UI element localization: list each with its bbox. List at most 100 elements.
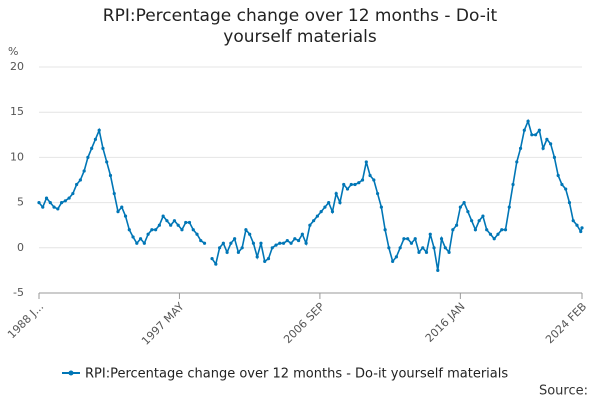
data-point bbox=[312, 219, 316, 223]
data-point bbox=[105, 160, 109, 164]
data-point bbox=[567, 201, 572, 205]
data-point bbox=[150, 228, 154, 232]
data-point bbox=[360, 178, 365, 182]
data-point bbox=[537, 128, 541, 132]
data-point bbox=[368, 173, 372, 178]
data-point bbox=[293, 237, 297, 241]
data-point bbox=[353, 182, 357, 187]
data-point bbox=[296, 238, 301, 243]
y-unit: % bbox=[8, 45, 18, 58]
data-point bbox=[59, 201, 64, 205]
data-point bbox=[552, 155, 557, 159]
data-point bbox=[285, 238, 289, 243]
data-point bbox=[184, 220, 188, 225]
legend-label: RPI:Percentage change over 12 months - D… bbox=[85, 367, 508, 382]
data-point bbox=[515, 160, 519, 164]
data-point bbox=[157, 223, 161, 227]
data-point bbox=[462, 201, 466, 205]
data-point bbox=[112, 191, 116, 196]
data-point bbox=[116, 210, 120, 214]
x-tick-label: 1997 MAY bbox=[139, 300, 187, 348]
data-point bbox=[101, 146, 105, 150]
data-point bbox=[127, 228, 131, 232]
data-point bbox=[108, 173, 113, 178]
data-point bbox=[436, 268, 440, 272]
data-point bbox=[266, 257, 271, 261]
data-point bbox=[169, 223, 173, 227]
data-point bbox=[93, 137, 98, 141]
data-point bbox=[259, 241, 263, 245]
data-point bbox=[308, 223, 312, 227]
data-point bbox=[492, 237, 496, 241]
y-tick-label: 20 bbox=[10, 60, 24, 73]
data-point bbox=[391, 259, 395, 263]
data-point bbox=[485, 228, 489, 232]
data-point bbox=[443, 246, 447, 250]
data-point bbox=[545, 137, 549, 141]
data-point bbox=[63, 199, 67, 203]
data-point bbox=[526, 119, 530, 123]
data-point bbox=[225, 250, 229, 254]
data-point bbox=[244, 228, 248, 232]
data-point bbox=[534, 133, 538, 137]
data-point bbox=[372, 178, 376, 182]
data-point bbox=[488, 232, 493, 236]
y-tick-label: 15 bbox=[10, 105, 24, 118]
data-point bbox=[251, 241, 256, 245]
data-point bbox=[41, 205, 45, 209]
data-point bbox=[86, 155, 90, 159]
data-point bbox=[470, 219, 474, 223]
data-point bbox=[248, 232, 252, 236]
x-tick-label: 2016 JAN bbox=[423, 300, 468, 345]
data-point bbox=[402, 237, 406, 241]
data-point bbox=[240, 246, 244, 250]
data-point bbox=[424, 250, 429, 254]
data-point bbox=[270, 246, 274, 250]
data-point bbox=[229, 241, 233, 245]
data-point bbox=[387, 246, 391, 250]
data-point bbox=[503, 228, 508, 232]
data-point bbox=[481, 214, 485, 218]
data-point bbox=[255, 255, 259, 259]
data-point bbox=[541, 146, 545, 150]
data-point bbox=[413, 237, 417, 241]
data-point bbox=[176, 223, 180, 227]
data-point bbox=[383, 228, 387, 232]
data-point bbox=[458, 205, 462, 209]
data-point bbox=[323, 205, 327, 209]
data-point bbox=[421, 246, 425, 250]
data-point bbox=[530, 133, 534, 137]
data-point bbox=[236, 250, 240, 254]
data-point bbox=[398, 246, 402, 250]
data-point bbox=[330, 210, 335, 214]
data-point bbox=[48, 201, 52, 205]
data-point bbox=[146, 232, 150, 236]
data-point bbox=[357, 181, 361, 185]
data-point bbox=[165, 219, 169, 223]
data-point bbox=[327, 201, 331, 205]
data-point bbox=[345, 187, 350, 191]
data-point bbox=[142, 241, 146, 245]
data-point bbox=[187, 220, 192, 225]
data-point bbox=[154, 228, 158, 232]
data-point bbox=[97, 128, 101, 132]
data-point bbox=[451, 228, 455, 232]
data-point bbox=[214, 262, 218, 266]
data-point bbox=[579, 229, 583, 234]
data-point bbox=[364, 160, 368, 164]
data-point bbox=[202, 241, 207, 245]
data-point bbox=[564, 187, 568, 191]
y-tick-label: -5 bbox=[13, 286, 24, 299]
data-point bbox=[432, 246, 436, 250]
data-point bbox=[37, 201, 41, 205]
data-point bbox=[71, 191, 75, 196]
data-point bbox=[300, 232, 304, 236]
data-point bbox=[120, 205, 124, 209]
data-point bbox=[217, 246, 222, 250]
legend-marker bbox=[68, 370, 74, 376]
y-tick-label: 10 bbox=[10, 150, 24, 163]
data-point bbox=[342, 182, 346, 187]
data-point bbox=[90, 146, 94, 150]
